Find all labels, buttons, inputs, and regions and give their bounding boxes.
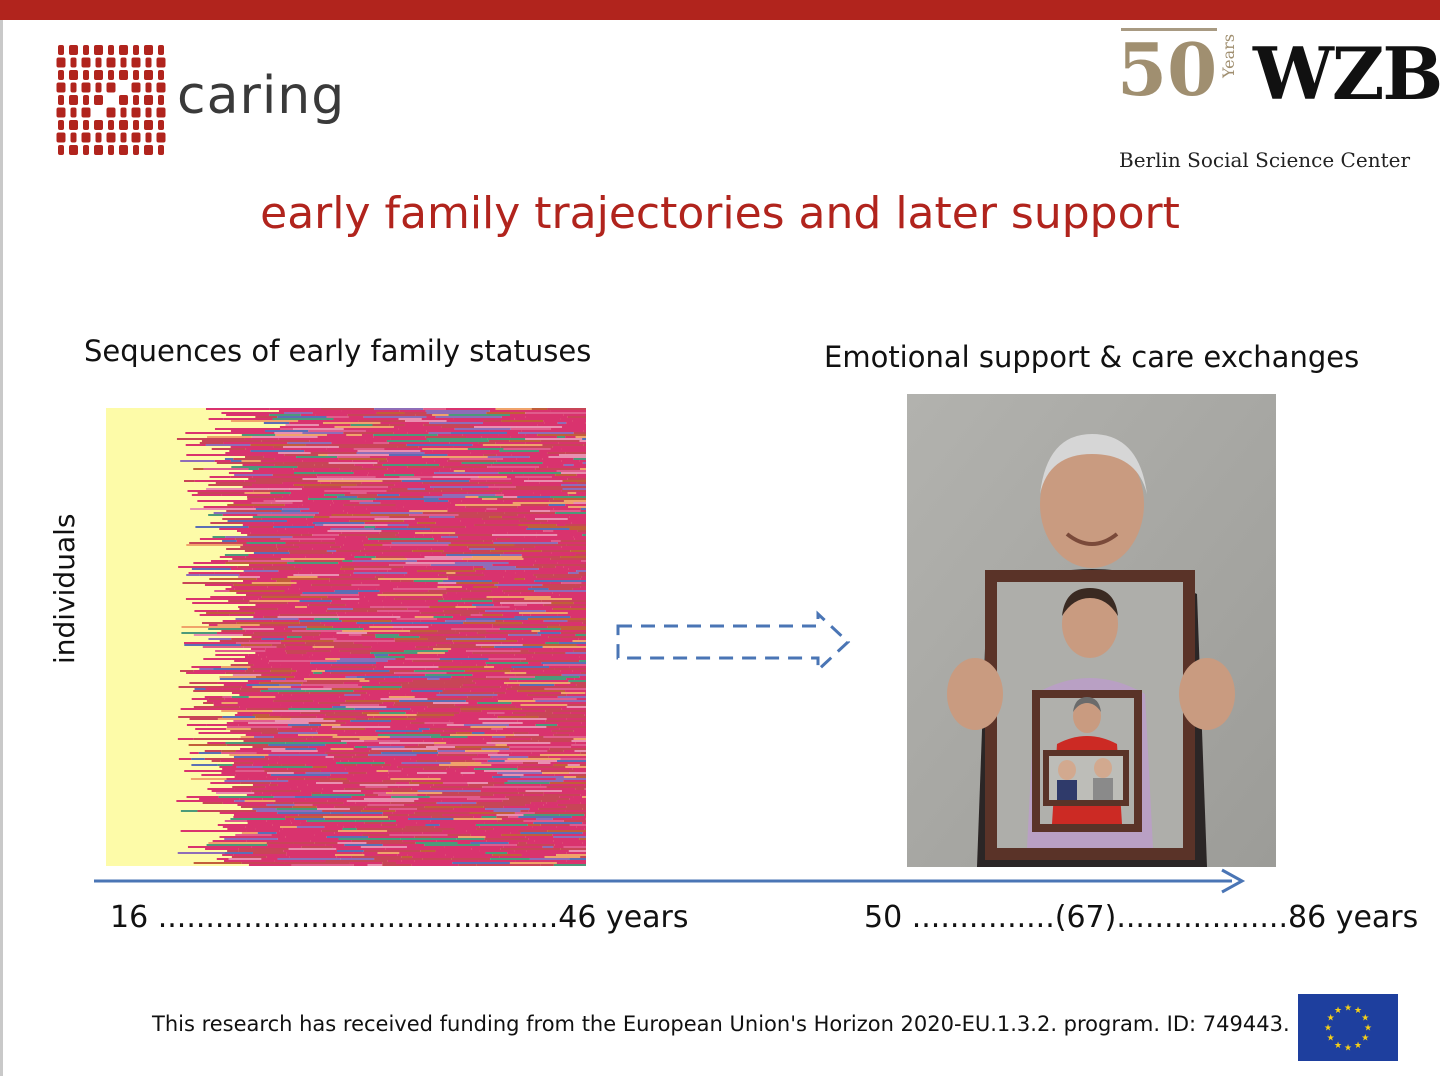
left-edge-border	[0, 20, 3, 1076]
svg-text:★: ★	[1354, 1006, 1362, 1016]
slide-title: early family trajectories and later supp…	[260, 188, 1180, 239]
svg-text:★: ★	[1334, 1041, 1342, 1051]
svg-text:★: ★	[1344, 1004, 1352, 1014]
caring-logo-text: caring	[177, 66, 346, 126]
svg-text:★: ★	[1327, 1014, 1335, 1024]
y-axis-label: individuals	[48, 513, 81, 664]
svg-text:★: ★	[1364, 1024, 1372, 1034]
wzb-name: WZB	[1253, 31, 1440, 116]
family-generations-photo	[907, 394, 1276, 867]
right-panel-label: Emotional support & care exchanges	[824, 340, 1360, 374]
family-generations-photo-graphic	[907, 394, 1276, 867]
wzb-logo: 50 Years WZB Berlin Social Science Cente…	[1115, 27, 1440, 178]
dashed-arrow-icon	[616, 610, 851, 674]
eu-flag-icon: ★ ★ ★ ★ ★ ★ ★ ★ ★ ★ ★ ★	[1298, 994, 1398, 1061]
early-life-age-range: 16 .....................................…	[110, 900, 689, 935]
svg-text:★: ★	[1361, 1014, 1369, 1024]
wzb-subtitle: Berlin Social Science Center	[1119, 148, 1411, 172]
top-accent-bar	[0, 0, 1440, 20]
svg-text:★: ★	[1334, 1006, 1342, 1016]
funding-acknowledgement: This research has received funding from …	[152, 1012, 1290, 1036]
caring-logo-mark-icon	[56, 45, 166, 155]
left-panel-label: Sequences of early family statuses	[84, 334, 592, 368]
wzb-anniversary-word: Years	[1219, 33, 1238, 78]
sequence-index-plot	[106, 408, 586, 866]
timeline-arrow-icon	[94, 868, 1246, 894]
wzb-anniversary-number: 50	[1117, 27, 1218, 112]
svg-text:★: ★	[1361, 1034, 1369, 1044]
svg-text:★: ★	[1324, 1024, 1332, 1034]
svg-text:★: ★	[1354, 1041, 1362, 1051]
later-life-age-range: 50 ...............(67)..................…	[864, 900, 1419, 935]
wzb-logo-rule	[1121, 28, 1217, 31]
sequence-index-plot-graphic	[176, 408, 586, 866]
caring-logo: caring	[55, 44, 355, 160]
svg-text:★: ★	[1327, 1034, 1335, 1044]
svg-text:★: ★	[1344, 1044, 1352, 1054]
